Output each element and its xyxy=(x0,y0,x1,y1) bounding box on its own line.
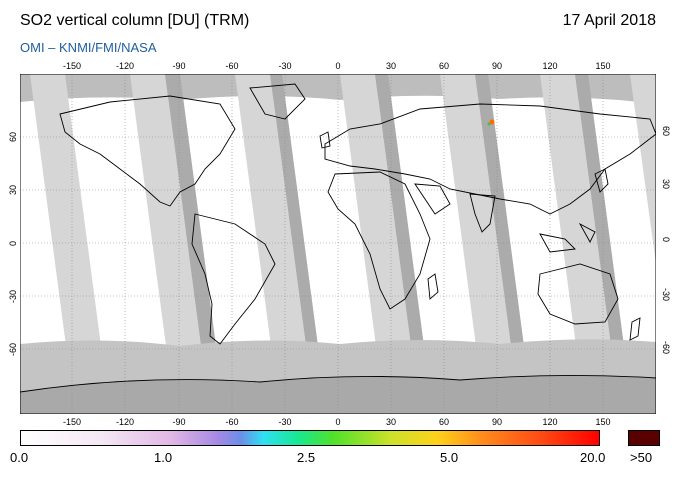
lon-tick: 120 xyxy=(542,417,558,427)
lon-tick: -60 xyxy=(225,61,239,71)
colorbar-max-swatch xyxy=(628,430,660,446)
lat-tick: -30 xyxy=(8,289,18,303)
lat-tick: -60 xyxy=(8,342,18,356)
lon-tick: -60 xyxy=(225,417,239,427)
colorbar-label: 0.0 xyxy=(10,450,29,465)
colorbar-label: 1.0 xyxy=(154,450,173,465)
lon-tick: -90 xyxy=(172,61,186,71)
lon-tick: 60 xyxy=(438,417,449,427)
lat-tick: -30 xyxy=(661,288,671,302)
lat-tick: -60 xyxy=(661,341,671,355)
lon-tick: 90 xyxy=(491,61,502,71)
lon-tick: 150 xyxy=(595,417,611,427)
lat-tick: 0 xyxy=(8,240,18,246)
colorbar-label: >50 xyxy=(630,450,653,465)
lat-tick: 30 xyxy=(8,184,18,195)
so2-world-map xyxy=(20,74,656,414)
colorbar-gradient xyxy=(20,430,600,446)
lat-tick: 60 xyxy=(8,131,18,142)
lon-tick: 0 xyxy=(335,417,341,427)
lon-tick: -120 xyxy=(115,417,134,427)
data-credit: OMI – KNMI/FMI/NASA xyxy=(20,40,157,55)
colorbar-label: 5.0 xyxy=(440,450,459,465)
lon-tick: -30 xyxy=(278,417,292,427)
map-date: 17 April 2018 xyxy=(562,12,656,29)
lon-tick: -30 xyxy=(278,61,292,71)
lon-tick: -150 xyxy=(62,61,81,71)
lon-tick: -120 xyxy=(115,61,134,71)
colorbar-label: 2.5 xyxy=(297,450,316,465)
lon-tick: 90 xyxy=(491,417,502,427)
colorbar-label: 20.0 xyxy=(580,450,606,465)
lat-tick: 0 xyxy=(661,237,671,243)
lon-tick: -90 xyxy=(172,417,186,427)
lon-tick: 120 xyxy=(542,61,558,71)
lat-tick: 30 xyxy=(661,179,671,190)
lat-tick: 60 xyxy=(661,126,671,137)
lon-tick: 60 xyxy=(438,61,449,71)
map-title: SO2 vertical column [DU] (TRM) xyxy=(20,12,250,29)
lon-tick: 30 xyxy=(385,417,396,427)
lon-tick: 0 xyxy=(335,61,341,71)
lon-tick: 150 xyxy=(595,61,611,71)
lon-tick: 30 xyxy=(385,61,396,71)
lon-tick: -150 xyxy=(62,417,81,427)
